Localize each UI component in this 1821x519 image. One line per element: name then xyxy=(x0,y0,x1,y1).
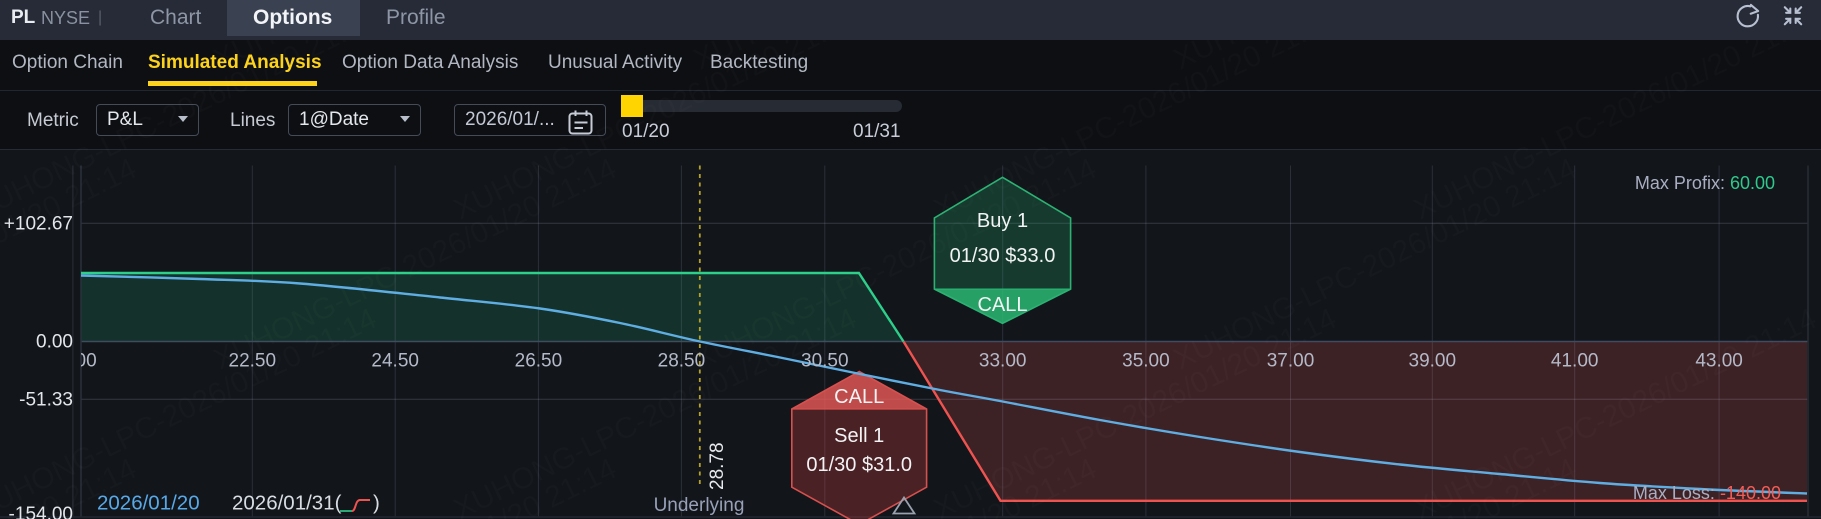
svg-text:+102.67: +102.67 xyxy=(4,214,73,235)
svg-text:2026/01/31(: 2026/01/31( xyxy=(232,492,342,515)
svg-text:0.00: 0.00 xyxy=(36,332,73,353)
svg-text:2026/01/20: 2026/01/20 xyxy=(97,492,200,515)
svg-text:Sell 1: Sell 1 xyxy=(834,425,884,447)
svg-text:24.50: 24.50 xyxy=(371,351,419,372)
svg-text:37.00: 37.00 xyxy=(1267,351,1315,372)
svg-text:01/30 $33.0: 01/30 $33.0 xyxy=(950,245,1056,267)
svg-text:43.00: 43.00 xyxy=(1695,351,1743,372)
svg-text:20.00: 20.00 xyxy=(49,351,97,372)
svg-text:-154.00: -154.00 xyxy=(9,504,73,519)
svg-text:CALL: CALL xyxy=(834,386,884,408)
svg-text:CALL: CALL xyxy=(977,294,1027,316)
svg-text:41.00: 41.00 xyxy=(1551,351,1599,372)
svg-text:01/30 $31.0: 01/30 $31.0 xyxy=(806,454,912,476)
svg-text:Max Loss: -140.00: Max Loss: -140.00 xyxy=(1633,483,1781,503)
svg-text:30.50: 30.50 xyxy=(801,351,849,372)
svg-text:-51.33: -51.33 xyxy=(19,390,73,411)
svg-text:28.50: 28.50 xyxy=(658,351,706,372)
svg-text:): ) xyxy=(373,492,380,515)
svg-text:Max Profix: 60.00: Max Profix: 60.00 xyxy=(1635,173,1775,193)
svg-text:35.00: 35.00 xyxy=(1122,351,1170,372)
svg-text:33.00: 33.00 xyxy=(979,351,1027,372)
svg-text:28.78: 28.78 xyxy=(707,442,728,490)
svg-text:22.50: 22.50 xyxy=(229,351,277,372)
svg-text:Buy 1: Buy 1 xyxy=(977,210,1028,232)
svg-text:26.50: 26.50 xyxy=(515,351,563,372)
svg-text:39.00: 39.00 xyxy=(1409,351,1457,372)
svg-text:Underlying: Underlying xyxy=(654,495,745,516)
